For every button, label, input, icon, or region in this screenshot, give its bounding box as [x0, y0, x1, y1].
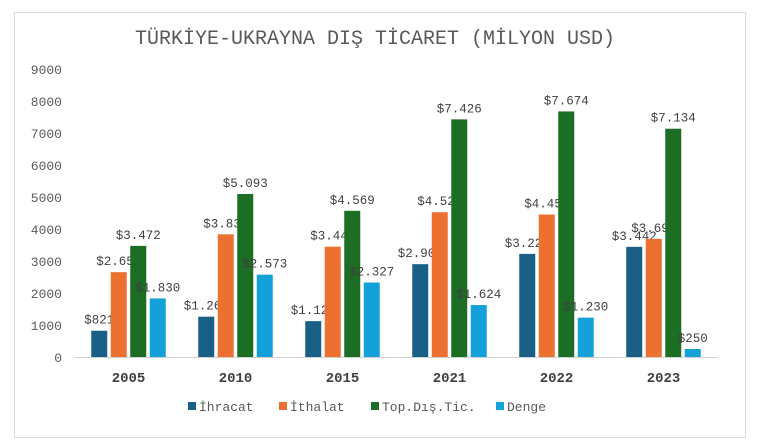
data-label: $4.525	[417, 195, 462, 209]
y-tick-label: 1000	[31, 319, 62, 334]
chart-title: TÜRKİYE-UKRAYNA DIŞ TİCARET (MİLYON USD)	[135, 27, 615, 51]
bar-İhracat	[91, 330, 108, 357]
bar-İthalat	[645, 238, 662, 357]
data-label: $7.426	[437, 102, 482, 116]
legend-label: İhracat	[199, 400, 254, 415]
bar-Top.Dış.Tic.	[344, 210, 361, 357]
bar-İhracat	[626, 246, 643, 357]
y-tick-label: 8000	[31, 95, 62, 110]
x-tick-label: 2022	[540, 371, 574, 387]
data-label: $1.624	[456, 288, 501, 302]
data-label: $1.260	[184, 300, 229, 314]
data-label: $2.327	[349, 266, 394, 280]
chart-frame	[14, 12, 746, 438]
bar-İthalat	[431, 212, 448, 357]
x-tick-label: 2015	[326, 371, 360, 387]
bar-İhracat	[519, 253, 536, 357]
data-label: $7.674	[544, 94, 589, 108]
y-tick-label: 3000	[31, 255, 62, 270]
bar-İhracat	[412, 264, 429, 357]
y-tick-label: 7000	[31, 127, 62, 142]
data-label: $1.121	[291, 304, 336, 318]
y-tick-label: 0	[54, 351, 62, 366]
bar-Denge	[256, 274, 273, 357]
bar-Top.Dış.Tic.	[558, 111, 575, 357]
x-tick-label: 2021	[433, 371, 467, 387]
data-label: $250	[678, 332, 708, 346]
data-label: $1.230	[563, 301, 608, 315]
bar-Top.Dış.Tic.	[130, 245, 147, 357]
x-tick-label: 2010	[219, 371, 253, 387]
bar-Top.Dış.Tic.	[237, 194, 254, 357]
bar-Top.Dış.Tic.	[451, 119, 468, 357]
bar-Denge	[684, 349, 701, 357]
legend-swatch	[371, 402, 379, 410]
bar-Top.Dış.Tic.	[665, 128, 682, 357]
bar-Denge	[577, 317, 594, 357]
data-label: $5.093	[223, 177, 268, 191]
legend-swatch	[496, 402, 504, 410]
data-label: $2.651	[96, 255, 141, 269]
bar-Denge	[470, 305, 487, 357]
bar-İhracat	[198, 316, 215, 357]
x-tick-label: 2023	[647, 371, 681, 387]
y-tick-label: 5000	[31, 191, 62, 206]
y-tick-label: 4000	[31, 223, 62, 238]
data-label: $821	[84, 314, 114, 328]
legend-swatch	[188, 402, 196, 410]
legend-label: İthalat	[290, 400, 345, 415]
y-tick-label: 6000	[31, 159, 62, 174]
data-label: $3.442	[612, 230, 657, 244]
data-label: $7.134	[651, 112, 696, 126]
data-label: $4.452	[524, 198, 569, 212]
data-label: $4.569	[330, 194, 375, 208]
legend-swatch	[279, 402, 287, 410]
y-tick-label: 9000	[31, 63, 62, 78]
bar-Denge	[363, 282, 380, 357]
data-label: $3.448	[310, 230, 355, 244]
bar-Denge	[149, 298, 166, 357]
data-label: $2.573	[242, 258, 287, 272]
data-label: $3.833	[203, 217, 248, 231]
data-label: $3.222	[505, 237, 550, 251]
y-tick-label: 2000	[31, 287, 62, 302]
data-label: $3.692	[631, 222, 676, 236]
legend-label: Denge	[507, 400, 546, 415]
legend-label: Top.Dış.Tic.	[382, 400, 476, 415]
data-label: $3.472	[116, 229, 161, 243]
bar-İthalat	[110, 272, 127, 357]
bar-İthalat	[324, 246, 341, 357]
bar-İthalat	[538, 214, 555, 357]
data-label: $1.830	[135, 281, 180, 295]
bar-İhracat	[305, 321, 322, 357]
data-label: $2.901	[398, 247, 443, 261]
x-tick-label: 2005	[112, 371, 146, 387]
bar-İthalat	[217, 234, 234, 357]
